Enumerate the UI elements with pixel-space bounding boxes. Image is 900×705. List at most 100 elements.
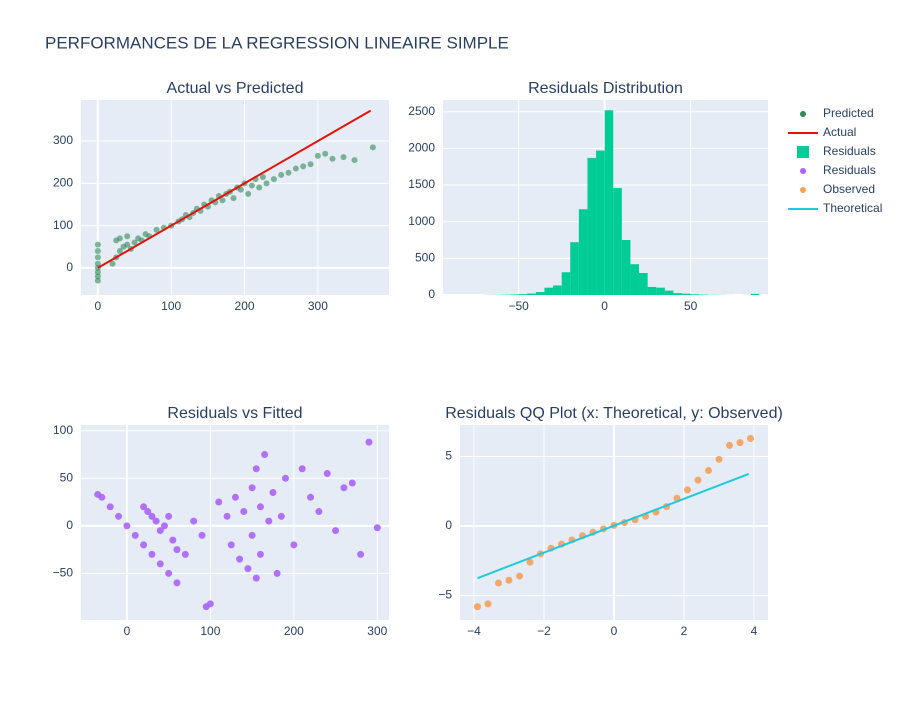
point bbox=[286, 170, 292, 176]
point bbox=[253, 465, 260, 472]
histogram-bar bbox=[527, 294, 536, 295]
point bbox=[506, 577, 513, 584]
histogram-bar bbox=[510, 294, 519, 295]
point bbox=[352, 157, 358, 163]
point bbox=[232, 494, 239, 501]
point bbox=[299, 465, 306, 472]
subplot-title: Residuals QQ Plot (x: Theoretical, y: Ob… bbox=[445, 405, 783, 422]
point bbox=[370, 144, 376, 150]
point bbox=[293, 166, 299, 172]
subplot-title: Actual vs Predicted bbox=[167, 80, 304, 97]
point bbox=[705, 467, 712, 474]
legend-symbol bbox=[800, 168, 806, 174]
histogram-bar bbox=[562, 272, 571, 295]
point bbox=[132, 532, 139, 539]
x-tick-label: 200 bbox=[235, 299, 255, 313]
legend-label: Theoretical bbox=[823, 201, 882, 215]
point bbox=[107, 503, 114, 510]
y-tick-label: 100 bbox=[53, 218, 73, 232]
point bbox=[726, 442, 733, 449]
histogram-bar bbox=[622, 240, 631, 295]
point bbox=[684, 486, 691, 493]
point bbox=[516, 573, 523, 580]
point bbox=[215, 499, 222, 506]
point bbox=[308, 161, 314, 167]
figure-title: PERFORMANCES DE LA REGRESSION LINEAIRE S… bbox=[45, 33, 509, 52]
point bbox=[357, 551, 364, 558]
point bbox=[115, 513, 122, 520]
y-tick-label: 2000 bbox=[408, 141, 435, 155]
point bbox=[737, 439, 744, 446]
y-tick-label: 0 bbox=[66, 260, 73, 274]
x-tick-label: 100 bbox=[200, 624, 220, 638]
y-tick-label: 1500 bbox=[408, 177, 435, 191]
point bbox=[153, 518, 160, 525]
legend-symbol bbox=[800, 187, 806, 193]
point bbox=[245, 191, 251, 197]
point bbox=[95, 248, 101, 254]
point bbox=[474, 603, 481, 610]
point bbox=[165, 570, 172, 577]
legend-label: Residuals bbox=[823, 163, 876, 177]
point bbox=[261, 451, 268, 458]
y-tick-label: 5 bbox=[445, 449, 452, 463]
point bbox=[236, 556, 243, 563]
y-tick-label: −50 bbox=[53, 566, 74, 580]
point bbox=[244, 565, 251, 572]
point bbox=[330, 156, 336, 162]
histogram-bar bbox=[536, 292, 545, 295]
point bbox=[307, 494, 314, 501]
y-tick-label: 0 bbox=[428, 287, 435, 301]
histogram-bar bbox=[656, 288, 665, 295]
point bbox=[173, 546, 180, 553]
point bbox=[315, 153, 321, 159]
point bbox=[240, 508, 247, 515]
x-tick-label: 100 bbox=[161, 299, 181, 313]
legend-item: Predicted bbox=[800, 106, 874, 120]
histogram-bar bbox=[751, 294, 760, 295]
legend-item: Residuals bbox=[797, 144, 876, 158]
histogram-bar bbox=[587, 158, 596, 295]
histogram-bar bbox=[553, 285, 562, 295]
point bbox=[349, 480, 356, 487]
x-tick-label: 50 bbox=[684, 299, 698, 313]
histogram-bar bbox=[665, 291, 674, 295]
point bbox=[315, 508, 322, 515]
point bbox=[249, 182, 255, 188]
point bbox=[169, 537, 176, 544]
histogram-bar bbox=[605, 110, 614, 295]
x-tick-label: −4 bbox=[467, 624, 481, 638]
point bbox=[264, 180, 270, 186]
x-tick-label: 0 bbox=[124, 624, 131, 638]
point bbox=[340, 484, 347, 491]
point bbox=[161, 522, 168, 529]
point bbox=[495, 580, 502, 587]
y-tick-label: 0 bbox=[66, 518, 73, 532]
y-tick-label: 500 bbox=[415, 251, 435, 265]
histogram-bar bbox=[579, 209, 588, 295]
subplot-title: Residuals vs Fitted bbox=[167, 405, 302, 422]
legend-symbol bbox=[797, 146, 809, 158]
point bbox=[165, 513, 172, 520]
point bbox=[265, 518, 272, 525]
y-tick-label: 100 bbox=[53, 423, 73, 437]
legend-item: Observed bbox=[800, 182, 875, 196]
point bbox=[140, 541, 147, 548]
x-tick-label: 4 bbox=[751, 624, 758, 638]
legend-item: Actual bbox=[788, 125, 856, 139]
point bbox=[249, 532, 256, 539]
histogram-bar bbox=[613, 188, 622, 295]
x-tick-label: 200 bbox=[284, 624, 304, 638]
histogram-bar bbox=[544, 288, 553, 295]
y-tick-label: −5 bbox=[438, 588, 452, 602]
y-tick-label: 2500 bbox=[408, 104, 435, 118]
legend-label: Residuals bbox=[823, 144, 876, 158]
point bbox=[257, 551, 264, 558]
point bbox=[322, 151, 328, 157]
y-tick-label: 0 bbox=[445, 518, 452, 532]
histogram-bar bbox=[596, 151, 605, 295]
x-tick-label: 300 bbox=[308, 299, 328, 313]
point bbox=[324, 470, 331, 477]
legend-label: Observed bbox=[823, 182, 875, 196]
